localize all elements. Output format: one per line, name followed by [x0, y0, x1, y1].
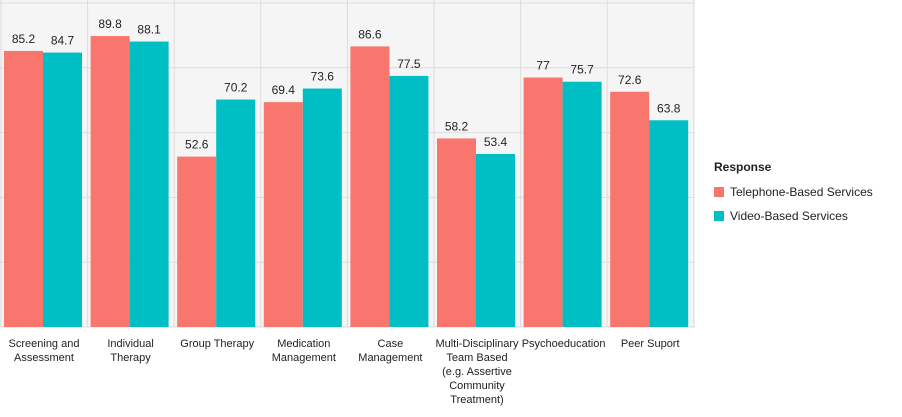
- category-label: Individual Therapy: [107, 338, 154, 364]
- bar-video: [302, 88, 342, 327]
- bar-telephone: [523, 77, 563, 328]
- category-label: Group Therapy: [180, 338, 255, 350]
- bar-telephone: [177, 156, 217, 327]
- category-label: Screening and Assessment: [8, 338, 80, 364]
- bar-telephone: [90, 36, 130, 327]
- legend: Response Telephone-Based Services Video-…: [714, 160, 873, 228]
- data-label: 77.5: [397, 57, 421, 71]
- data-label: 86.6: [358, 27, 382, 41]
- bar-video: [389, 75, 429, 328]
- legend-swatch-telephone: [714, 187, 724, 197]
- bars: [4, 36, 689, 328]
- data-label: 70.2: [224, 81, 248, 95]
- bar-video: [476, 153, 515, 327]
- category-label: Medication Management: [271, 338, 336, 364]
- bar-telephone: [437, 138, 476, 327]
- bar-video: [562, 81, 602, 328]
- legend-title: Response: [714, 160, 772, 174]
- bar-chart: 85.2 84.7 89.8 88.1 52.6 70.2 69.4 73.6 86.6 77.5…: [0, 0, 695, 328]
- category-label: Peer Suport: [620, 338, 680, 350]
- data-label: 85.2: [12, 32, 36, 46]
- bar-telephone: [263, 102, 303, 327]
- data-label: 84.7: [51, 34, 75, 48]
- bar-video: [216, 99, 256, 327]
- data-label: 75.7: [570, 63, 594, 77]
- data-label: 52.6: [185, 138, 209, 152]
- legend-swatch-video: [714, 211, 724, 221]
- data-label: 63.8: [657, 101, 681, 115]
- data-label: 89.8: [98, 17, 122, 31]
- data-label: 69.4: [272, 83, 296, 97]
- legend-label-video: Video-Based Services: [730, 209, 848, 223]
- value-labels: 85.2 84.7 89.8 88.1 52.6 70.2 69.4 73.6 86.6 77.5…: [12, 17, 681, 152]
- bar-video: [649, 120, 689, 328]
- legend-label-telephone: Telephone-Based Services: [730, 185, 873, 199]
- data-label: 88.1: [137, 23, 161, 37]
- category-label: Case Management: [358, 338, 423, 364]
- bar-telephone: [350, 46, 390, 327]
- data-label: 72.6: [618, 73, 642, 87]
- data-label: 77: [536, 59, 550, 73]
- data-label: 53.4: [484, 135, 508, 149]
- category-label: Multi-Disciplinary Team Based (e.g. Asse…: [435, 338, 519, 406]
- bar-video: [129, 41, 169, 327]
- data-label: 73.6: [311, 70, 335, 84]
- data-label: 58.2: [445, 119, 469, 133]
- legend-item-telephone: Telephone-Based Services: [714, 180, 873, 204]
- category-label: Psychoeducation: [521, 338, 606, 350]
- legend-item-video: Video-Based Services: [714, 204, 873, 228]
- bar-telephone: [610, 91, 650, 327]
- bar-video: [43, 52, 82, 328]
- bar-telephone: [4, 50, 43, 328]
